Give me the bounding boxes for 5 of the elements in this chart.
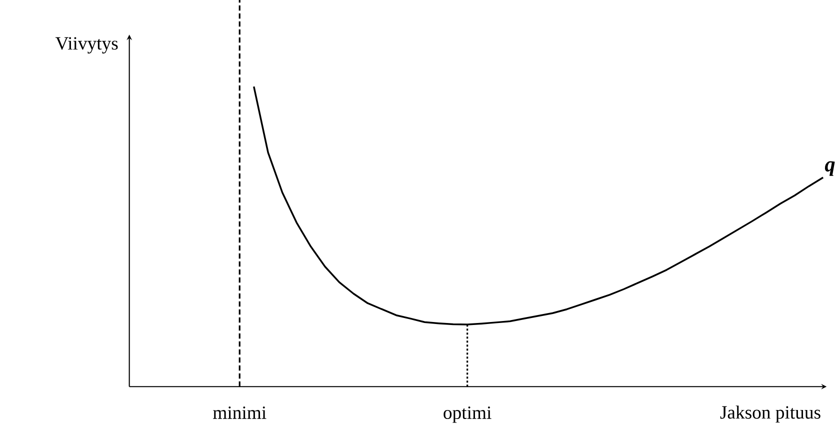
y-axis-title: Viivytys [55, 37, 118, 54]
x-tick-label: minimi [213, 406, 266, 419]
x-tick-label: optimi [444, 406, 492, 423]
series-label: q [824, 161, 835, 176]
x-axis-title: Jakson pituus [720, 406, 820, 423]
